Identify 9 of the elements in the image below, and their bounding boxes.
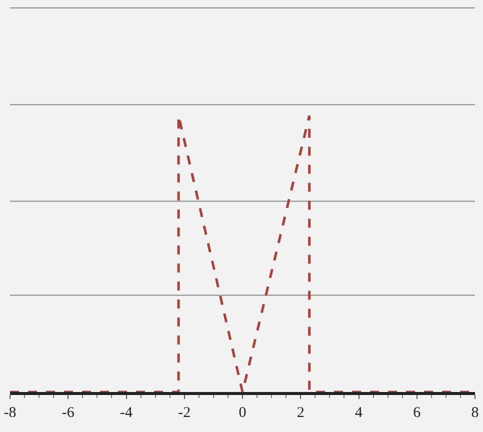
x-tick-label: -4 xyxy=(120,405,133,421)
x-tick-label: 4 xyxy=(355,405,363,421)
x-tick-label: -2 xyxy=(178,405,191,421)
x-tick-label: 0 xyxy=(238,405,246,421)
x-tick-label: 2 xyxy=(296,405,304,421)
x-tick-label: -6 xyxy=(62,405,75,421)
x-tick-label: 8 xyxy=(471,405,479,421)
x-tick-label: -8 xyxy=(4,405,16,421)
x-tick-label: 6 xyxy=(413,405,422,421)
